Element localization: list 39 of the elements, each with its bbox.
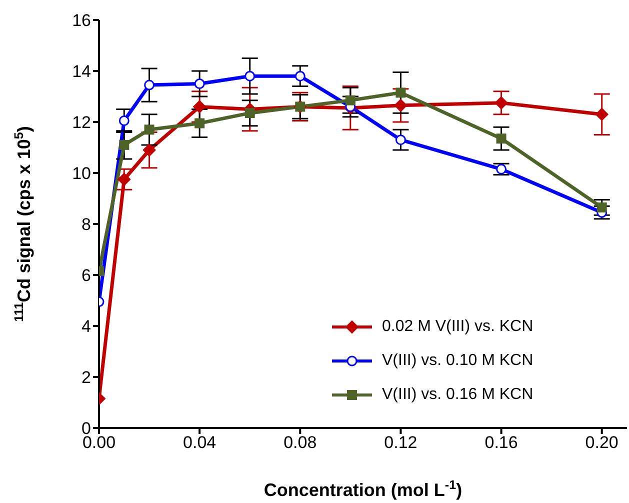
y-tick-label: 8 bbox=[82, 215, 91, 234]
point bbox=[394, 98, 408, 112]
y-tick-label: 16 bbox=[72, 11, 91, 30]
point bbox=[345, 95, 356, 106]
y-tick-label: 12 bbox=[72, 113, 91, 132]
x-tick-label: 0.00 bbox=[82, 433, 116, 452]
point bbox=[118, 172, 131, 186]
point bbox=[396, 88, 406, 98]
legend-label: V(III) vs. 0.10 M KCN bbox=[382, 352, 534, 370]
legend-label: 0.02 M V(III) vs. KCN bbox=[382, 318, 534, 336]
point bbox=[193, 100, 206, 114]
y-tick-label: 14 bbox=[72, 62, 91, 82]
point bbox=[194, 78, 205, 89]
y-tick-label: 2 bbox=[82, 368, 91, 388]
point bbox=[244, 108, 255, 118]
point bbox=[496, 134, 506, 144]
point bbox=[144, 80, 155, 90]
x-tick-label: 0.20 bbox=[585, 433, 618, 452]
point bbox=[496, 164, 507, 174]
point bbox=[144, 124, 154, 135]
point bbox=[118, 115, 130, 126]
x-tick-label: 0.16 bbox=[484, 433, 518, 452]
y-tick-label: 4 bbox=[82, 317, 91, 336]
point bbox=[494, 96, 508, 110]
point bbox=[194, 118, 205, 128]
y-tick-label: 6 bbox=[82, 266, 91, 286]
point bbox=[244, 70, 256, 82]
point bbox=[119, 140, 130, 150]
point bbox=[596, 202, 607, 212]
legend-label: V(III) vs. 0.16 M KCN bbox=[382, 386, 534, 404]
y-tick-label: 10 bbox=[72, 164, 91, 184]
point bbox=[395, 134, 406, 146]
x-tick-label: 0.12 bbox=[384, 433, 418, 452]
point bbox=[142, 144, 156, 157]
x-axis-title: Concentration (mol L$^{-1}$) bbox=[264, 478, 462, 500]
x-tick-label: 0.04 bbox=[183, 433, 216, 452]
point bbox=[595, 108, 608, 121]
point bbox=[294, 70, 306, 82]
x-tick-label: 0.08 bbox=[284, 433, 317, 452]
